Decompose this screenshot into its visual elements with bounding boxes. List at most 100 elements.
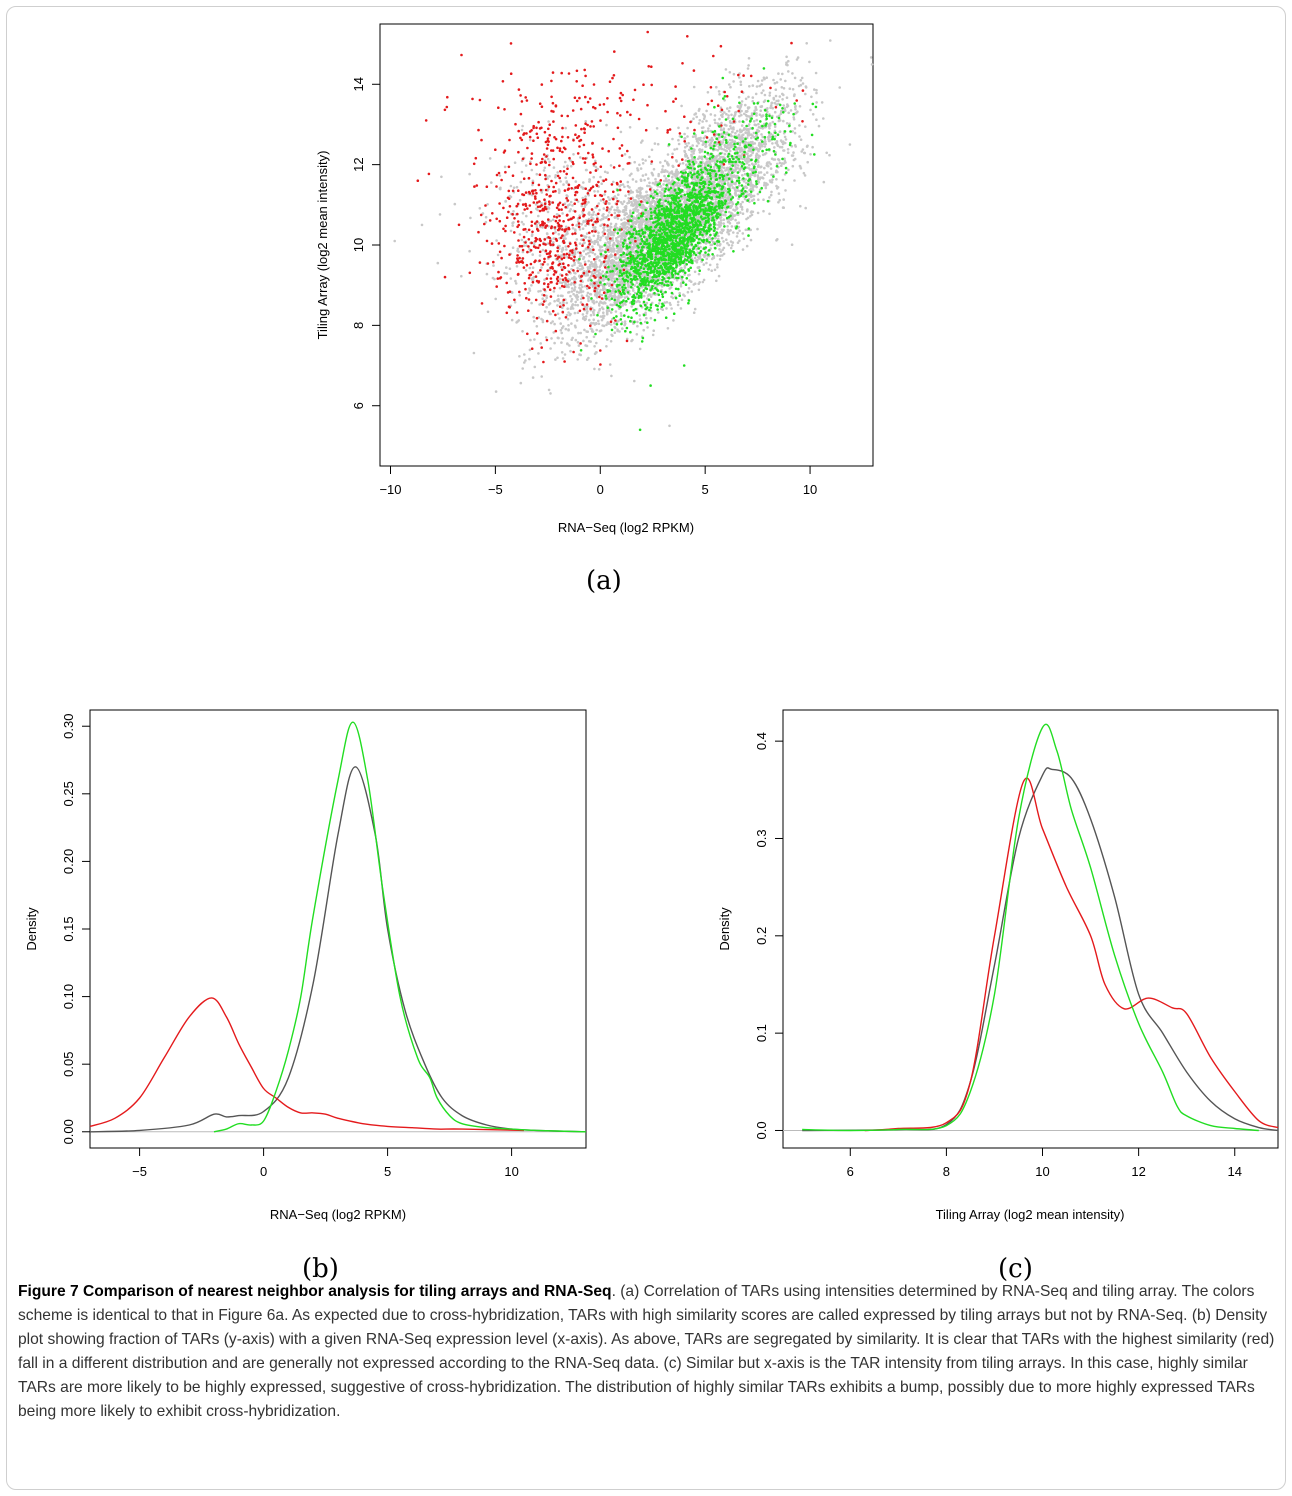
point <box>773 110 777 114</box>
point <box>568 344 571 347</box>
point <box>641 139 644 142</box>
point <box>757 171 761 174</box>
point <box>793 144 797 147</box>
point <box>777 201 780 204</box>
point <box>594 321 598 325</box>
point <box>798 124 801 127</box>
point <box>778 145 782 149</box>
point <box>685 163 688 167</box>
point <box>744 97 748 101</box>
point <box>736 164 740 167</box>
point <box>698 119 702 122</box>
point <box>804 125 807 128</box>
point <box>749 140 752 144</box>
point <box>578 264 582 268</box>
point <box>749 175 752 179</box>
point <box>698 138 701 142</box>
point <box>592 318 595 322</box>
point <box>804 206 807 210</box>
point <box>709 247 712 250</box>
point <box>601 324 604 327</box>
point <box>570 297 574 301</box>
point <box>577 344 581 347</box>
point <box>697 266 700 270</box>
point <box>762 209 765 213</box>
point <box>771 178 774 181</box>
point <box>828 153 831 157</box>
point <box>650 201 654 204</box>
point <box>687 287 691 290</box>
point <box>737 197 740 200</box>
point <box>574 277 578 281</box>
point <box>670 295 673 299</box>
point <box>646 294 650 297</box>
point <box>756 79 760 83</box>
point <box>558 301 562 305</box>
point <box>722 246 726 250</box>
point <box>761 114 765 117</box>
point <box>584 315 588 318</box>
point <box>651 333 655 337</box>
point <box>616 298 619 302</box>
point <box>544 336 548 339</box>
point <box>693 270 697 274</box>
point <box>486 310 490 314</box>
point <box>715 85 718 89</box>
point <box>597 236 600 239</box>
point <box>560 351 564 354</box>
point <box>549 347 552 350</box>
point <box>785 122 789 125</box>
point <box>726 230 729 234</box>
point <box>547 303 551 306</box>
point <box>575 319 579 322</box>
point <box>806 160 809 164</box>
point <box>770 173 773 177</box>
point <box>535 325 539 328</box>
point <box>740 109 743 113</box>
point <box>764 186 768 190</box>
point <box>739 80 742 84</box>
point <box>716 244 719 247</box>
point <box>769 162 772 166</box>
point <box>592 210 595 214</box>
point <box>641 203 645 207</box>
point <box>729 85 732 89</box>
point <box>770 181 774 184</box>
point <box>717 181 720 184</box>
point <box>615 263 618 267</box>
point <box>589 293 593 296</box>
point <box>638 318 642 321</box>
point <box>533 365 537 369</box>
point <box>718 93 721 96</box>
point <box>599 315 602 318</box>
point <box>619 225 622 229</box>
point <box>728 196 731 199</box>
point <box>608 198 611 201</box>
point <box>705 257 709 261</box>
point <box>746 208 749 211</box>
point <box>750 213 754 217</box>
point <box>621 183 625 186</box>
point <box>530 284 533 287</box>
point <box>650 148 654 152</box>
point <box>781 178 785 182</box>
point <box>760 165 763 168</box>
point <box>811 113 815 116</box>
point <box>669 191 672 195</box>
point <box>730 113 733 117</box>
point <box>545 294 548 298</box>
point <box>718 258 722 261</box>
point <box>727 128 731 131</box>
point <box>546 273 550 277</box>
point <box>556 304 559 307</box>
point <box>777 119 781 123</box>
point <box>688 148 691 152</box>
point <box>737 95 741 99</box>
point <box>723 111 726 114</box>
point <box>775 184 778 188</box>
point <box>773 158 777 161</box>
point <box>581 227 585 230</box>
point <box>697 288 701 292</box>
point <box>724 68 728 71</box>
point <box>790 243 794 246</box>
